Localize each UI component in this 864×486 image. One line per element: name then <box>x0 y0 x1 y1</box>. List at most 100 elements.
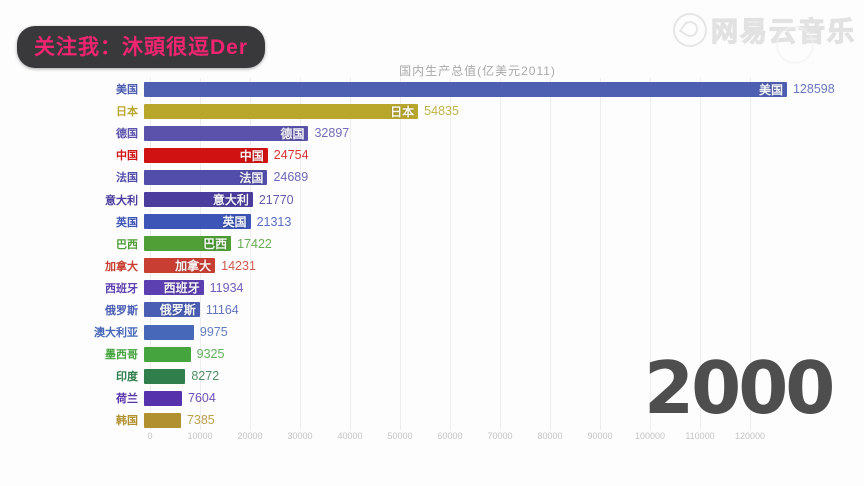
bar-value-label: 24689 <box>273 170 309 185</box>
bar-value-label: 54835 <box>424 104 459 119</box>
bar: 英国 <box>144 214 251 230</box>
bar: 巴西 <box>144 236 232 252</box>
gridline <box>300 78 301 430</box>
netease-logo-icon <box>673 12 707 47</box>
bar-inner-label: 德国 <box>280 126 305 141</box>
chart-row: 中国 中国 24754 <box>0 144 864 166</box>
netease-watermark: 网易云音乐 <box>673 10 856 49</box>
chart-row: 荷兰 7604 <box>0 387 864 409</box>
bar-value-label: 7604 <box>188 391 216 406</box>
chart-title: 国内生产总值(亿美元2011) <box>399 64 556 78</box>
country-axis-label: 加拿大 <box>105 260 138 273</box>
country-axis-label: 美国 <box>116 84 138 97</box>
bar-value-label: 8272 <box>191 369 220 384</box>
x-tick-label: 20000 <box>237 431 263 441</box>
bar-value-label: 32897 <box>314 126 350 141</box>
gridline <box>650 78 651 430</box>
bar-inner-label: 西班牙 <box>163 281 200 296</box>
chart-row: 印度 8272 <box>0 365 864 387</box>
gridline <box>250 78 251 430</box>
country-axis-label: 澳大利亚 <box>94 327 138 340</box>
country-axis-label: 荷兰 <box>116 393 138 406</box>
bar: 意大利 <box>144 192 253 208</box>
bar <box>144 412 181 428</box>
x-tick-label: 60000 <box>437 431 463 441</box>
bar: 德国 <box>144 125 309 141</box>
bar-value-label: 14231 <box>221 258 256 273</box>
country-axis-label: 德国 <box>116 128 138 141</box>
chart-row: 澳大利亚 9975 <box>0 321 864 343</box>
gridline <box>500 78 501 430</box>
bar: 美国 <box>144 81 787 97</box>
bar-value-label: 21770 <box>258 192 294 207</box>
bar-value-label: 9325 <box>196 347 225 362</box>
country-axis-label: 西班牙 <box>105 282 138 295</box>
chart-row: 墨西哥 9325 <box>0 343 864 365</box>
bar <box>144 324 194 340</box>
bar: 法国 <box>144 169 268 185</box>
bar: 日本 <box>144 103 419 119</box>
chart-row: 加拿大 加拿大 14231 <box>0 255 864 277</box>
year-label: 2000 <box>644 346 835 430</box>
bar: 中国 <box>144 147 268 163</box>
chart-row: 巴西 巴西 17422 <box>0 233 864 255</box>
chart-row: 意大利 意大利 21770 <box>0 188 864 210</box>
netease-ghost-logo-icon <box>776 26 814 64</box>
bar: 西班牙 <box>144 280 204 296</box>
gridline <box>450 78 451 430</box>
bar-inner-label: 美国 <box>758 82 783 97</box>
x-tick-label: 10000 <box>187 431 213 441</box>
bar <box>144 390 183 406</box>
bar-value-label: 11164 <box>205 302 239 317</box>
x-tick-label: 0 <box>147 431 153 441</box>
country-axis-label: 英国 <box>116 216 138 229</box>
country-axis-label: 日本 <box>116 106 138 119</box>
chart-row: 西班牙 西班牙 11934 <box>0 277 864 299</box>
x-tick-label: 30000 <box>287 431 313 441</box>
chart-row: 韩国 7385 <box>0 409 864 431</box>
bar-inner-label: 英国 <box>222 215 247 230</box>
bar-value-label: 128598 <box>792 82 835 97</box>
chart-row: 英国 英国 21313 <box>0 211 864 233</box>
country-axis-label: 韩国 <box>116 415 138 428</box>
country-axis-label: 印度 <box>116 371 138 384</box>
gridline <box>550 78 551 430</box>
bar: 加拿大 <box>144 258 216 274</box>
gridline <box>200 78 201 430</box>
chart-row: 日本 日本 54835 <box>0 100 864 122</box>
bar <box>144 346 191 362</box>
bar-value-label: 7385 <box>186 413 215 428</box>
bar-value-label: 21313 <box>256 214 292 229</box>
gridline <box>700 78 701 430</box>
x-tick-label: 100000 <box>634 431 666 441</box>
x-tick-label: 40000 <box>337 431 363 441</box>
bar: 俄罗斯 <box>144 302 200 318</box>
bar-inner-label: 俄罗斯 <box>159 303 196 318</box>
country-axis-label: 墨西哥 <box>105 349 138 362</box>
country-axis-label: 巴西 <box>116 238 138 251</box>
gridline <box>750 78 751 430</box>
chart-row: 美国 美国 128598 <box>0 78 864 100</box>
x-tick-label: 70000 <box>487 431 513 441</box>
bar-value-label: 9975 <box>199 325 228 340</box>
gridline <box>350 78 351 430</box>
bar-inner-label: 法国 <box>239 170 264 185</box>
follow-banner: 关注我：沐頭很逗Der <box>17 26 266 68</box>
chart-row: 德国 德国 32897 <box>0 122 864 144</box>
x-tick-label: 110000 <box>685 431 715 441</box>
country-axis-label: 意大利 <box>105 194 138 207</box>
bar-value-label: 17422 <box>237 236 272 251</box>
country-axis-label: 中国 <box>116 150 138 163</box>
country-axis-label: 法国 <box>116 172 138 185</box>
bar-inner-label: 巴西 <box>203 237 228 252</box>
bar-rows: 美国 美国 128598 日本 日本 54835 德国 德国 32897 中国 中国 24754 法国 法… <box>0 78 864 432</box>
gridline <box>600 78 601 430</box>
bar-inner-label: 加拿大 <box>175 259 212 274</box>
x-tick-label: 90000 <box>587 431 613 441</box>
x-tick-label: 120000 <box>734 431 766 441</box>
gridline <box>150 78 151 430</box>
country-axis-label: 俄罗斯 <box>105 304 138 317</box>
bar-value-label: 24754 <box>273 148 309 163</box>
bar-inner-label: 意大利 <box>212 193 249 208</box>
